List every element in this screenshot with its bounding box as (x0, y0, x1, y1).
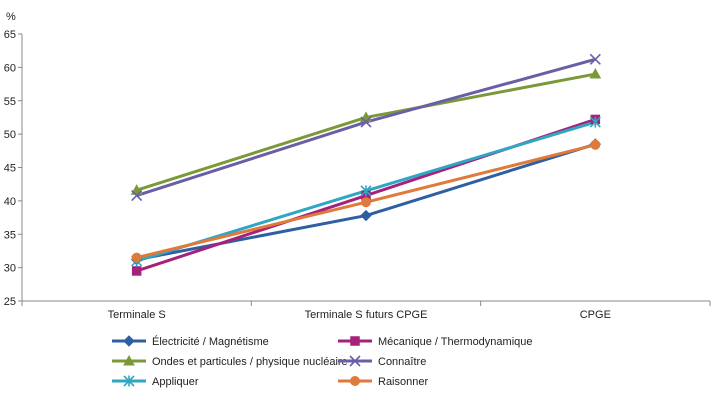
legend-label: Ondes et particules / physique nucléaire (152, 356, 348, 368)
legend-item: Ondes et particules / physique nucléaire (112, 354, 348, 368)
y-tick-label: 50 (4, 129, 16, 141)
y-tick-label: 65 (4, 29, 16, 41)
data-point (131, 252, 142, 263)
x-tick-label: CPGE (580, 309, 611, 321)
data-point (590, 139, 601, 150)
legend: Électricité / Magnétisme Mécanique / Ther… (112, 335, 533, 388)
data-point (589, 116, 601, 128)
legend-marker (350, 376, 360, 386)
x-tick-label: Terminale S (108, 309, 166, 321)
data-point (360, 116, 372, 128)
data-point (131, 189, 143, 202)
x-tick-label: Terminale S futurs CPGE (305, 309, 428, 321)
data-point (589, 53, 601, 65)
legend-marker (123, 335, 135, 347)
legend-item: Appliquer (112, 375, 199, 388)
data-point (589, 68, 602, 79)
y-tick-label: 45 (4, 163, 16, 175)
data-point (131, 266, 142, 276)
data-point (361, 197, 371, 208)
y-tick-label: 35 (4, 229, 16, 241)
legend-label: Appliquer (152, 376, 199, 388)
y-axis-label: % (6, 11, 16, 23)
legend-label: Raisonner (378, 376, 428, 388)
legend-item: Connaître (338, 355, 426, 368)
legend-marker (123, 375, 135, 387)
y-tick-label: 25 (4, 296, 16, 308)
y-tick-label: 40 (4, 196, 16, 208)
legend-marker (350, 336, 360, 346)
series-lines (136, 57, 596, 273)
y-tick-label: 60 (4, 62, 16, 74)
axes: 25 30 35 40 45 50 55 60 65 Terminale S Terminale S… (4, 29, 711, 321)
y-tick-label: 55 (4, 96, 16, 108)
legend-item: Raisonner (338, 376, 428, 388)
legend-label: Mécanique / Thermodynamique (378, 336, 533, 348)
y-tick-label: 30 (4, 263, 16, 275)
legend-item: Mécanique / Thermodynamique (338, 336, 533, 348)
legend-label: Électricité / Magnétisme (152, 335, 269, 348)
series-markers (130, 53, 602, 276)
data-point (360, 209, 372, 222)
data-point (360, 185, 372, 197)
series-line (136, 57, 596, 197)
legend-marker (349, 355, 361, 367)
legend-item: Électricité / Magnétisme (112, 335, 269, 348)
legend-marker (123, 354, 135, 366)
legend-label: Connaître (378, 356, 426, 368)
